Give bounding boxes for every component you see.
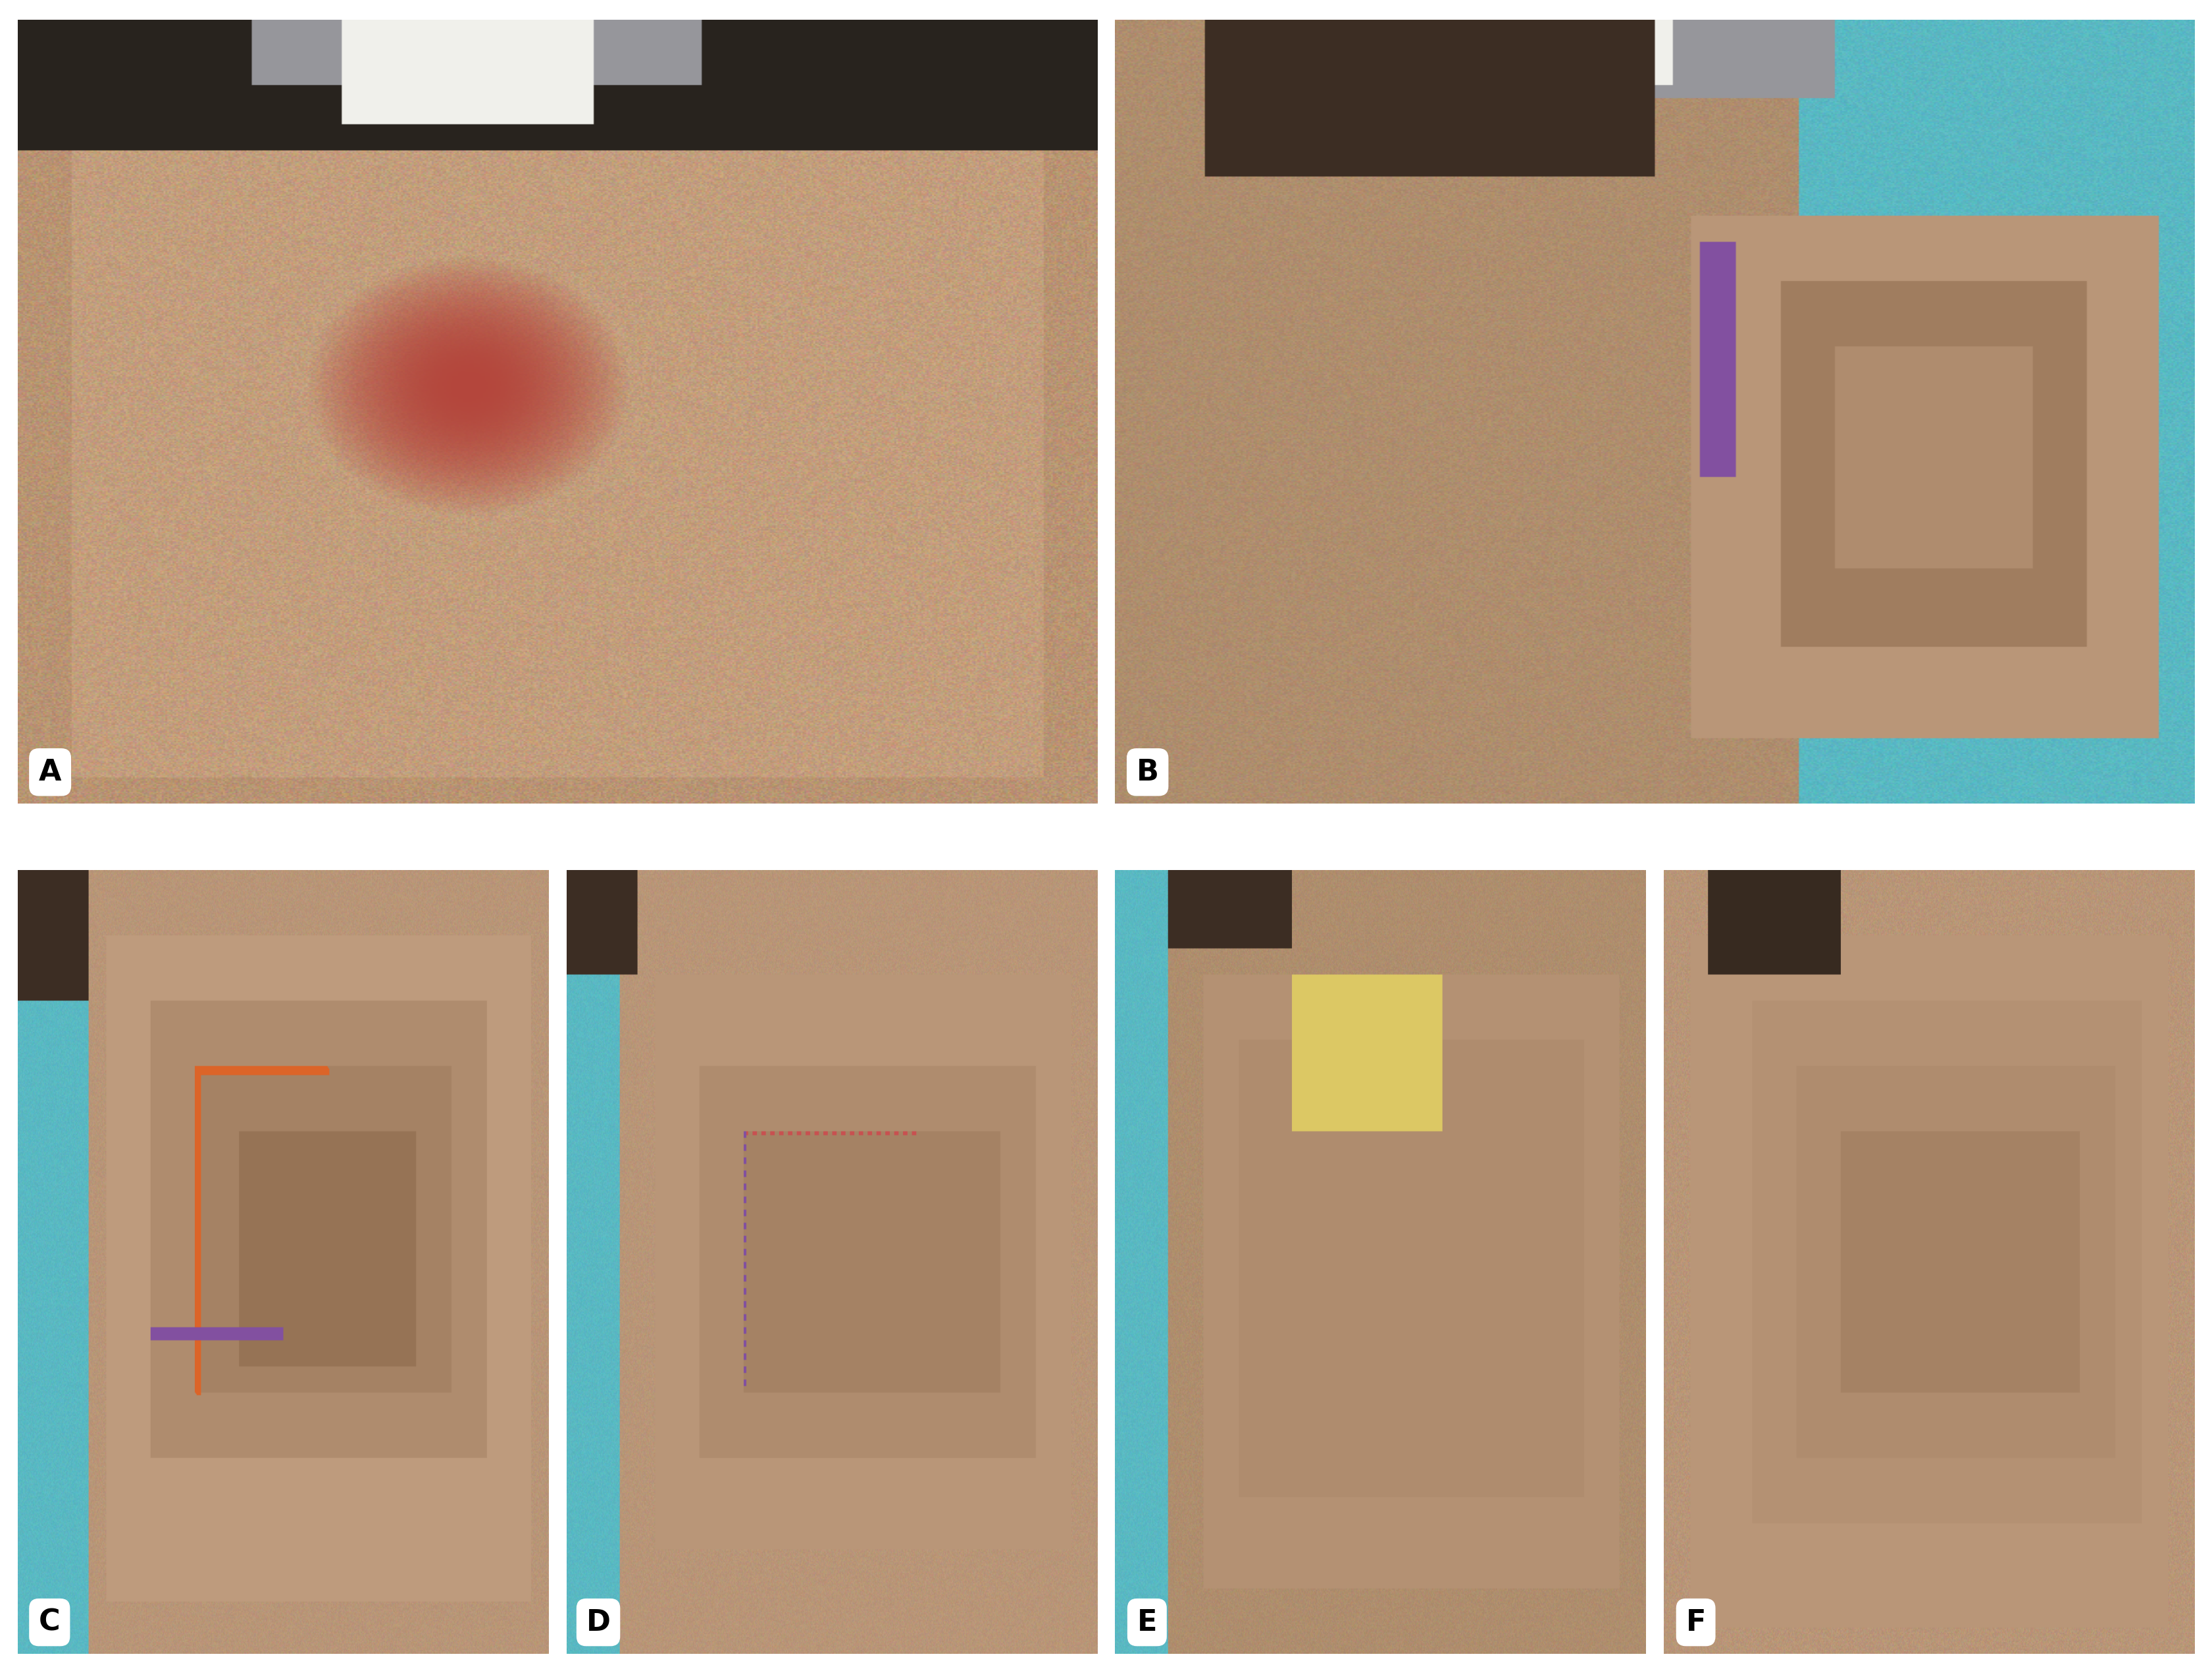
Text: A: A <box>40 758 62 787</box>
Text: D: D <box>586 1609 611 1637</box>
Text: B: B <box>1137 758 1159 787</box>
Text: C: C <box>40 1609 60 1637</box>
Text: E: E <box>1137 1609 1157 1637</box>
Text: F: F <box>1686 1609 1705 1637</box>
